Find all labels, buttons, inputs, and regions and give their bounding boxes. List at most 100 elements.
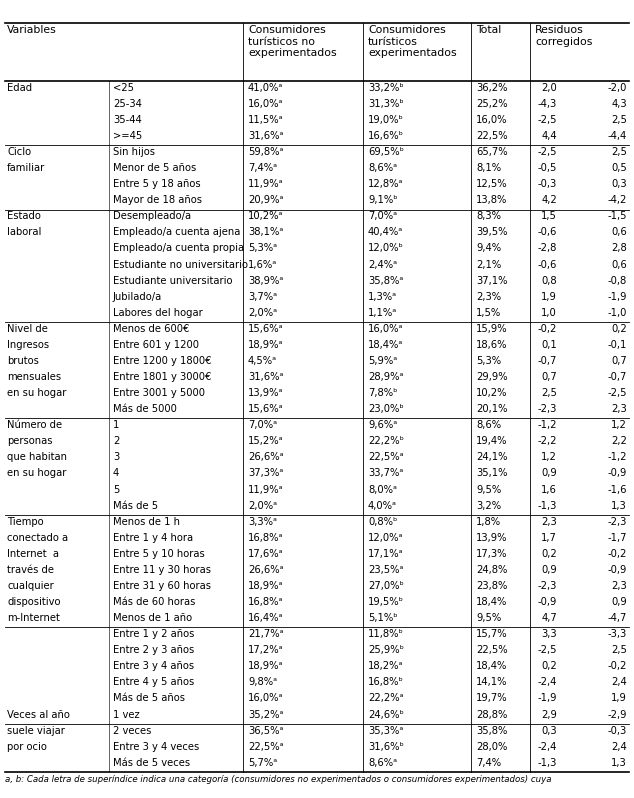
Text: 7,4%: 7,4% [476,758,501,768]
Text: cualquier: cualquier [7,581,54,591]
Text: -2,9: -2,9 [607,709,627,720]
Text: 9,8%ᵃ: 9,8%ᵃ [248,678,277,687]
Text: 2,4: 2,4 [611,741,627,752]
Text: 21,7%ᵃ: 21,7%ᵃ [248,629,283,639]
Text: -2,8: -2,8 [538,243,557,254]
Text: 59,8%ᵃ: 59,8%ᵃ [248,147,283,157]
Text: Desempleado/a: Desempleado/a [113,211,191,221]
Text: 3: 3 [113,452,119,462]
Text: 5,3%: 5,3% [476,356,501,366]
Text: -0,6: -0,6 [538,259,557,270]
Text: 22,5%: 22,5% [476,131,508,141]
Text: 5,1%ᵇ: 5,1%ᵇ [368,613,398,623]
Text: Más de 5 años: Más de 5 años [113,693,185,704]
Text: Entre 31 y 60 horas: Entre 31 y 60 horas [113,581,211,591]
Text: 1,3: 1,3 [611,758,627,768]
Text: 1,5%: 1,5% [476,308,501,318]
Text: 12,8%ᵃ: 12,8%ᵃ [368,180,403,189]
Text: 11,9%ᵃ: 11,9%ᵃ [248,180,283,189]
Text: 10,2%ᵃ: 10,2%ᵃ [248,211,283,221]
Text: 16,8%ᵃ: 16,8%ᵃ [248,597,283,607]
Text: 23,5%ᵃ: 23,5%ᵃ [368,565,403,575]
Text: 1,5: 1,5 [541,211,557,221]
Text: 10,2%: 10,2% [476,388,507,398]
Text: Entre 3 y 4 veces: Entre 3 y 4 veces [113,741,199,752]
Text: 16,0%ᵃ: 16,0%ᵃ [368,324,403,334]
Text: 19,7%: 19,7% [476,693,508,704]
Text: 9,4%: 9,4% [476,243,501,254]
Text: 0,2: 0,2 [611,324,627,334]
Text: Entre 1 y 2 años: Entre 1 y 2 años [113,629,195,639]
Text: 4,2: 4,2 [541,196,557,205]
Text: 38,1%ᵃ: 38,1%ᵃ [248,227,283,238]
Text: -2,2: -2,2 [538,437,557,446]
Text: Entre 5 y 18 años: Entre 5 y 18 años [113,180,200,189]
Text: 8,0%ᵃ: 8,0%ᵃ [368,484,397,495]
Text: Entre 1200 y 1800€: Entre 1200 y 1800€ [113,356,212,366]
Text: 18,9%ᵃ: 18,9%ᵃ [248,662,283,671]
Text: 18,9%ᵃ: 18,9%ᵃ [248,581,283,591]
Text: 2: 2 [113,437,119,446]
Text: -1,7: -1,7 [607,533,627,543]
Text: 18,4%ᵃ: 18,4%ᵃ [368,340,403,350]
Text: 28,0%: 28,0% [476,741,507,752]
Text: personas: personas [7,437,53,446]
Text: >=45: >=45 [113,131,142,141]
Text: -1,9: -1,9 [538,693,557,704]
Text: 12,5%: 12,5% [476,180,508,189]
Text: Variables: Variables [7,25,57,35]
Text: en su hogar: en su hogar [7,468,67,479]
Text: 25,9%ᵇ: 25,9%ᵇ [368,646,404,655]
Text: 9,6%ᵃ: 9,6%ᵃ [368,421,398,430]
Text: 2,9: 2,9 [541,709,557,720]
Text: 20,9%ᵃ: 20,9%ᵃ [248,196,283,205]
Text: Menos de 1 h: Menos de 1 h [113,516,180,527]
Text: 9,5%: 9,5% [476,613,501,623]
Text: 0,6: 0,6 [611,259,627,270]
Text: -4,4: -4,4 [608,131,627,141]
Text: -0,2: -0,2 [607,662,627,671]
Text: Estado: Estado [7,211,41,221]
Text: 1,3: 1,3 [611,500,627,511]
Text: 41,0%ᵃ: 41,0%ᵃ [248,83,283,93]
Text: 33,2%ᵇ: 33,2%ᵇ [368,83,404,93]
Text: 2,5: 2,5 [611,147,627,157]
Text: 2,5: 2,5 [541,388,557,398]
Text: Ingresos: Ingresos [7,340,49,350]
Text: 16,0%: 16,0% [476,115,507,125]
Text: -2,5: -2,5 [538,147,557,157]
Text: 19,5%ᵇ: 19,5%ᵇ [368,597,404,607]
Text: 4,5%ᵃ: 4,5%ᵃ [248,356,277,366]
Text: Entre 1801 y 3000€: Entre 1801 y 3000€ [113,372,211,382]
Text: 28,8%: 28,8% [476,709,507,720]
Text: dispositivo: dispositivo [7,597,60,607]
Text: -2,3: -2,3 [538,405,557,414]
Text: Sin hijos: Sin hijos [113,147,155,157]
Text: que habitan: que habitan [7,452,67,462]
Text: 1,7: 1,7 [541,533,557,543]
Text: 4: 4 [113,468,119,479]
Text: -0,8: -0,8 [608,275,627,286]
Text: 2,4%ᵃ: 2,4%ᵃ [368,259,397,270]
Text: -0,7: -0,7 [607,372,627,382]
Text: 16,0%ᵃ: 16,0%ᵃ [248,99,283,109]
Text: 9,1%ᵇ: 9,1%ᵇ [368,196,398,205]
Text: -0,2: -0,2 [607,549,627,559]
Text: 24,6%ᵇ: 24,6%ᵇ [368,709,404,720]
Text: -4,7: -4,7 [607,613,627,623]
Text: a, b: Cada letra de superíndice indica una categoría (consumidores no experiment: a, b: Cada letra de superíndice indica u… [5,775,552,784]
Text: 14,1%: 14,1% [476,678,507,687]
Text: -0,2: -0,2 [538,324,557,334]
Text: 25-34: 25-34 [113,99,142,109]
Text: 15,9%: 15,9% [476,324,508,334]
Text: 3,3%ᵃ: 3,3%ᵃ [248,516,277,527]
Text: Entre 3 y 4 años: Entre 3 y 4 años [113,662,194,671]
Text: 2,0: 2,0 [541,83,557,93]
Text: 40,4%ᵃ: 40,4%ᵃ [368,227,403,238]
Text: 2 veces: 2 veces [113,725,152,736]
Text: -2,0: -2,0 [607,83,627,93]
Text: 0,8: 0,8 [541,275,557,286]
Text: 15,6%ᵃ: 15,6%ᵃ [248,405,283,414]
Text: -1,3: -1,3 [538,500,557,511]
Text: 36,5%ᵃ: 36,5%ᵃ [248,725,283,736]
